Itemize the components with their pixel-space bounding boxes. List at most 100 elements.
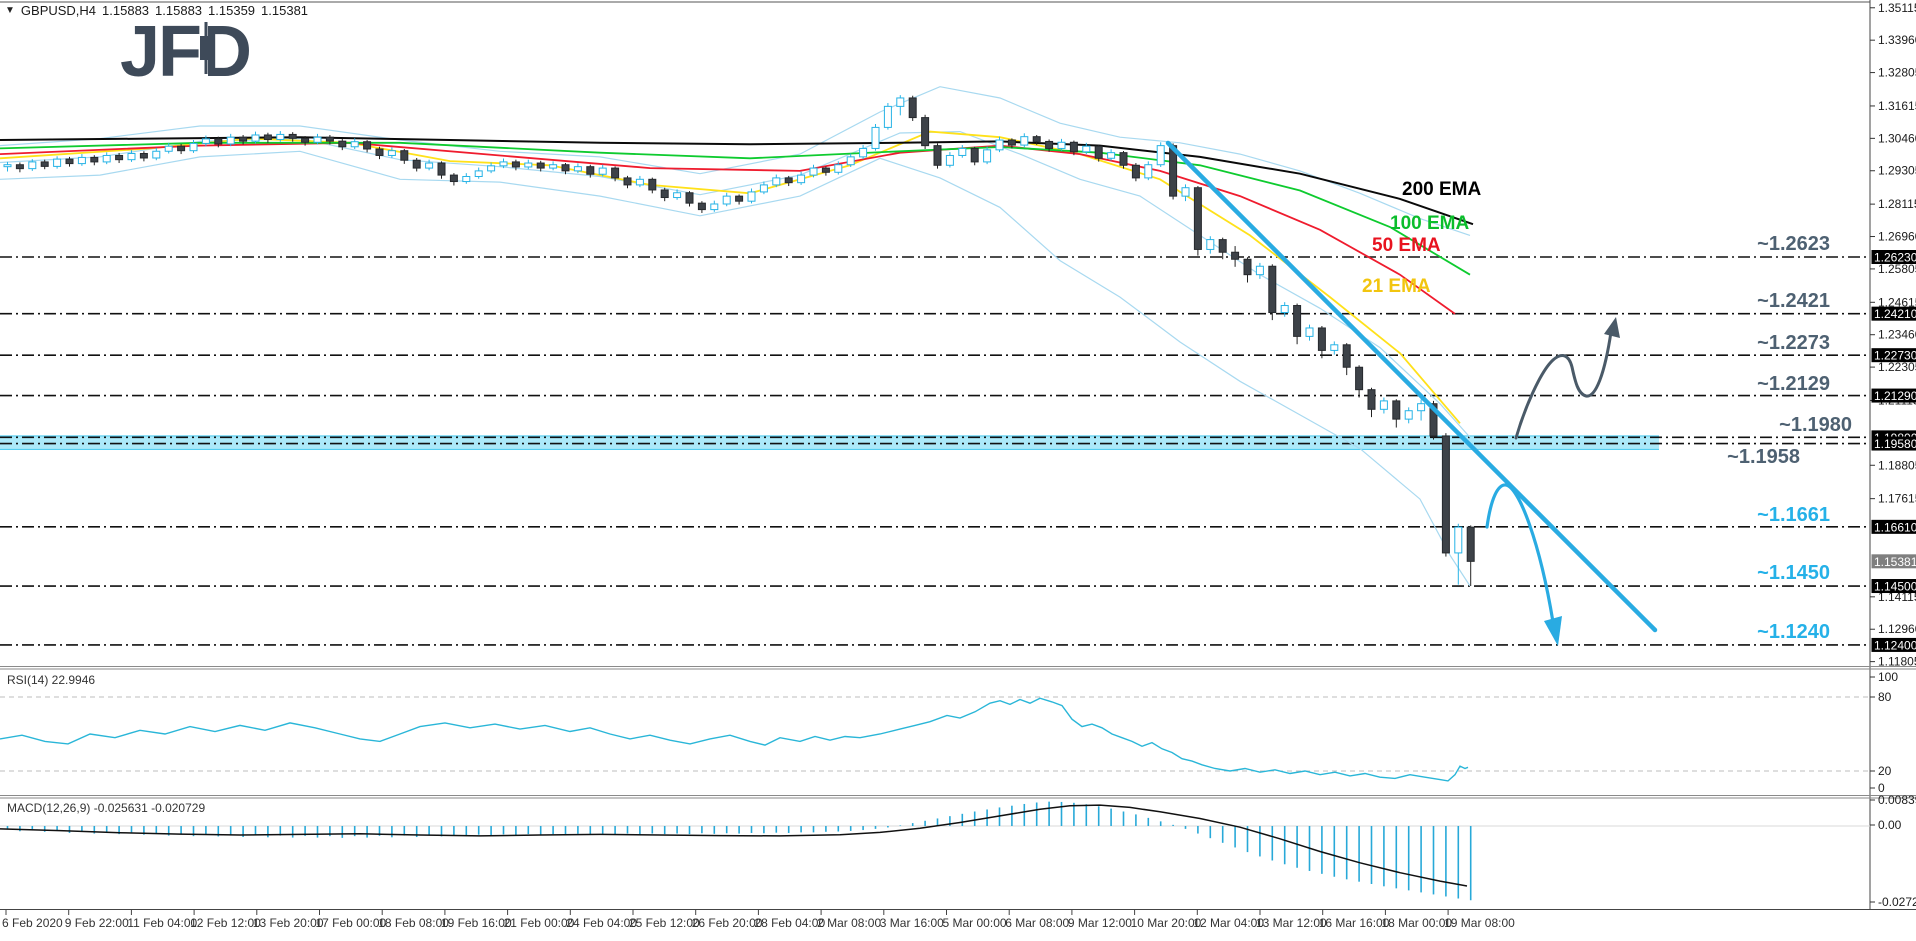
candle-body[interactable] (426, 163, 433, 168)
candle-body[interactable] (29, 162, 36, 169)
candle-body[interactable] (153, 151, 160, 158)
candle-body[interactable] (822, 168, 829, 172)
candle-body[interactable] (1380, 401, 1387, 409)
candle-body[interactable] (190, 143, 197, 150)
candle-body[interactable] (116, 155, 123, 159)
candle-body[interactable] (1343, 345, 1350, 367)
candle-body[interactable] (1083, 146, 1090, 152)
candle-body[interactable] (996, 140, 1003, 150)
candle-body[interactable] (1008, 140, 1015, 145)
candle-body[interactable] (1269, 266, 1276, 312)
candle-body[interactable] (364, 142, 371, 149)
candle-body[interactable] (339, 141, 346, 147)
candle-body[interactable] (909, 98, 916, 118)
candle-body[interactable] (946, 155, 953, 165)
candle-body[interactable] (401, 151, 408, 161)
candle-body[interactable] (1368, 390, 1375, 410)
candle-body[interactable] (326, 137, 333, 141)
collapse-triangle-icon[interactable]: ▼ (5, 5, 15, 16)
candle-body[interactable] (277, 134, 284, 139)
candle-body[interactable] (649, 179, 656, 190)
candle-body[interactable] (661, 190, 668, 198)
candle-body[interactable] (1120, 153, 1127, 166)
candle-body[interactable] (525, 163, 532, 167)
candle-body[interactable] (1455, 527, 1462, 553)
candle-body[interactable] (1132, 165, 1139, 178)
candle-body[interactable] (1232, 252, 1239, 259)
candle-body[interactable] (810, 168, 817, 175)
candle-body[interactable] (1095, 146, 1102, 158)
macd-panel[interactable]: 0.0083960.00-0.027251 (0, 793, 1916, 909)
candle-body[interactable] (66, 159, 73, 163)
candle-body[interactable] (1145, 165, 1152, 178)
candle-body[interactable] (798, 175, 805, 183)
price-axis[interactable]: 1.351151.339601.328051.316151.304601.293… (1870, 1, 1916, 669)
symbol-header[interactable]: ▼ GBPUSD,H4 1.15883 1.15883 1.15359 1.15… (5, 3, 308, 18)
candles[interactable] (4, 95, 1474, 586)
candle-body[interactable] (1244, 259, 1251, 274)
candle-body[interactable] (252, 135, 259, 141)
candle-body[interactable] (1418, 404, 1425, 411)
candle-body[interactable] (773, 178, 780, 185)
candle-body[interactable] (413, 160, 420, 168)
candle-body[interactable] (351, 142, 358, 147)
candle-body[interactable] (1393, 401, 1400, 419)
candle-body[interactable] (463, 176, 470, 181)
candle-body[interactable] (264, 135, 271, 139)
candle-body[interactable] (500, 162, 507, 166)
candle-body[interactable] (760, 185, 767, 192)
candle-body[interactable] (4, 165, 11, 167)
candle-body[interactable] (971, 148, 978, 161)
candle-body[interactable] (636, 179, 643, 185)
candle-body[interactable] (872, 127, 879, 148)
candle-body[interactable] (537, 163, 544, 168)
candle-body[interactable] (289, 134, 296, 138)
candle-body[interactable] (1405, 411, 1412, 419)
candle-body[interactable] (698, 203, 705, 209)
candle-body[interactable] (847, 157, 854, 165)
candle-body[interactable] (91, 157, 98, 161)
candle-body[interactable] (612, 168, 619, 178)
candle-body[interactable] (488, 166, 495, 171)
candle-body[interactable] (16, 165, 23, 169)
candle-body[interactable] (1207, 240, 1214, 250)
candle-body[interactable] (227, 137, 234, 144)
candle-body[interactable] (140, 153, 147, 157)
candle-body[interactable] (215, 139, 222, 144)
candle-body[interactable] (723, 196, 730, 204)
candle-body[interactable] (1331, 345, 1338, 351)
candle-body[interactable] (240, 137, 247, 141)
candle-body[interactable] (1194, 188, 1201, 250)
candle-body[interactable] (1442, 436, 1449, 553)
candle-body[interactable] (1356, 367, 1363, 389)
bullish-projection-arrow[interactable] (1516, 332, 1611, 438)
candle-body[interactable] (1108, 153, 1115, 159)
candle-body[interactable] (984, 150, 991, 162)
candle-body[interactable] (674, 193, 681, 198)
candle-body[interactable] (884, 106, 891, 127)
candle-body[interactable] (599, 168, 606, 174)
candle-body[interactable] (438, 163, 445, 175)
candle-body[interactable] (835, 165, 842, 173)
candle-body[interactable] (748, 192, 755, 201)
candle-body[interactable] (1033, 137, 1040, 142)
bearish-projection-arrow[interactable] (1487, 485, 1553, 622)
candle-body[interactable] (165, 146, 172, 151)
candle-body[interactable] (376, 149, 383, 155)
candle-body[interactable] (1021, 137, 1028, 145)
candle-body[interactable] (78, 157, 85, 163)
candle-body[interactable] (388, 151, 395, 156)
candle-body[interactable] (1318, 328, 1325, 350)
candle-body[interactable] (587, 167, 594, 175)
candle-body[interactable] (922, 118, 929, 146)
candle-body[interactable] (1294, 306, 1301, 337)
candle-body[interactable] (934, 146, 941, 166)
candle-body[interactable] (686, 193, 693, 203)
candle-body[interactable] (103, 155, 110, 161)
candle-body[interactable] (178, 146, 185, 150)
candle-body[interactable] (450, 175, 457, 181)
candle-body[interactable] (128, 153, 135, 159)
